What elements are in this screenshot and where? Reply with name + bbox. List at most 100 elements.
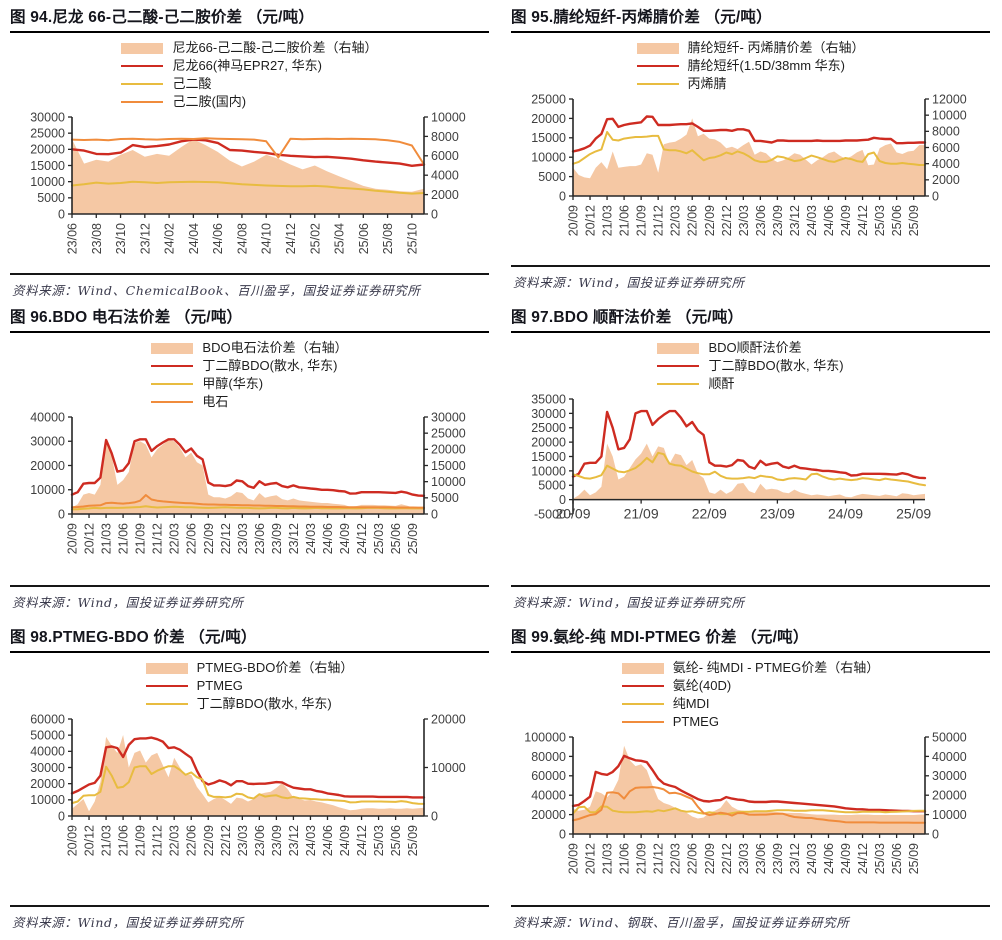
figure-99-title: 图 99.氨纶-纯 MDI-PTMEG 价差 （元/吨） bbox=[511, 629, 809, 646]
x-axis-tick-label: 22/09 bbox=[692, 506, 727, 522]
line-series-0 bbox=[571, 115, 927, 153]
x-axis-tick-label: 23/03 bbox=[737, 205, 751, 236]
legend-line-swatch bbox=[621, 702, 664, 706]
y-axis-tick-label: 30000 bbox=[30, 110, 65, 124]
legend-line-swatch bbox=[121, 100, 164, 104]
x-axis-tick-label: 24/04 bbox=[187, 223, 201, 254]
line-series-2 bbox=[71, 137, 425, 166]
x-axis-tick-label: 24/03 bbox=[805, 843, 819, 874]
x-axis-tick-label: 20/09 bbox=[567, 843, 581, 874]
line-series-2 bbox=[71, 494, 425, 509]
y-axis-right-tick-label: 10000 bbox=[932, 109, 967, 123]
title-underline bbox=[511, 31, 990, 33]
legend: 腈纶短纤- 丙烯腈价差（右轴） 腈纶短纤(1.5D/38mm 华东) 丙烯腈 bbox=[636, 40, 864, 92]
x-axis-tick-label: 25/09 bbox=[406, 523, 420, 554]
figure-97-title: 图 97.BDO 顺酐法价差 （元/吨） bbox=[511, 309, 744, 326]
title-underline bbox=[511, 331, 990, 333]
y-axis-right-tick-label: 40000 bbox=[932, 750, 967, 764]
line-series-0 bbox=[70, 736, 426, 799]
y-axis-tick-label: 10000 bbox=[30, 793, 65, 807]
x-axis-tick-label: 24/03 bbox=[304, 523, 318, 554]
x-axis-tick-label: 22/12 bbox=[720, 843, 734, 874]
y-axis-tick-label: 30000 bbox=[30, 435, 65, 449]
legend-label: 电石 bbox=[202, 394, 229, 409]
x-axis-tick-label: 21/09 bbox=[134, 825, 148, 856]
x-axis-tick-label: 25/09 bbox=[896, 506, 931, 522]
x-axis-tick-label: 20/12 bbox=[83, 523, 97, 554]
area-series bbox=[573, 745, 925, 834]
x-axis-tick-label: 25/06 bbox=[357, 223, 371, 254]
x-axis-tick-label: 23/08 bbox=[90, 223, 104, 254]
x-axis-tick-label: 22/09 bbox=[703, 205, 717, 236]
y-axis-tick-label: 15000 bbox=[30, 159, 65, 173]
y-axis-tick-label: 15000 bbox=[531, 131, 566, 145]
legend-line-swatch bbox=[657, 364, 700, 368]
y-axis-tick-label: 0 bbox=[559, 827, 566, 841]
x-axis-tick-label: 24/09 bbox=[839, 205, 853, 236]
y-axis-tick-label: 100000 bbox=[524, 730, 566, 744]
x-axis-tick-label: 21/09 bbox=[624, 506, 659, 522]
figure-98-title: 图 98.PTMEG-BDO 价差 （元/吨） bbox=[10, 629, 257, 646]
x-axis-tick-label: 22/06 bbox=[185, 523, 199, 554]
legend-label: PTMEG-BDO价差（右轴） bbox=[196, 660, 354, 675]
title-underline bbox=[10, 31, 489, 33]
figure-97: 图 97.BDO 顺酐法价差 （元/吨） BDO顺酐法价差 丁二醇BDO(散水, … bbox=[501, 300, 1002, 620]
y-axis-right-tick-label: 25000 bbox=[431, 427, 466, 441]
x-axis-tick-label: 20/09 bbox=[555, 506, 590, 522]
y-axis-right-tick-label: 8000 bbox=[932, 125, 960, 139]
legend-item: 纯MDI bbox=[621, 696, 880, 712]
y-axis-right-tick-label: 30000 bbox=[431, 410, 466, 424]
x-axis-tick-label: 22/03 bbox=[669, 843, 683, 874]
x-axis-tick-label: 25/03 bbox=[372, 825, 386, 856]
y-axis-right-tick-label: 4000 bbox=[932, 157, 960, 171]
line-series-2 bbox=[572, 786, 926, 824]
area-series bbox=[72, 735, 424, 816]
legend-line-swatch bbox=[657, 382, 700, 386]
legend-area-swatch bbox=[145, 662, 188, 674]
legend-label: 己二酸 bbox=[172, 76, 212, 91]
x-axis-tick-label: 23/12 bbox=[788, 843, 802, 874]
figure-95-title: 图 95.腈纶短纤-丙烯腈价差 （元/吨） bbox=[511, 9, 772, 26]
x-axis-tick-label: 23/06 bbox=[66, 223, 80, 254]
x-axis-tick-label: 24/09 bbox=[338, 523, 352, 554]
y-axis-tick-label: 40000 bbox=[30, 745, 65, 759]
chart-svg: 3000025000200001500010000500001000080006… bbox=[30, 110, 466, 254]
figure-96-title: 图 96.BDO 电石法价差 （元/吨） bbox=[10, 309, 243, 326]
y-axis-tick-label: 10000 bbox=[531, 464, 566, 478]
y-axis-right-tick-label: 20000 bbox=[431, 443, 466, 457]
x-axis-tick-label: 22/03 bbox=[168, 825, 182, 856]
x-axis-tick-label: 20/09 bbox=[66, 825, 80, 856]
legend-label: 氨纶(40D) bbox=[672, 678, 732, 693]
spacer bbox=[10, 573, 489, 585]
y-axis-tick-label: 80000 bbox=[531, 750, 566, 764]
y-axis-right-tick-label: 2000 bbox=[932, 173, 960, 187]
legend: BDO电石法价差（右轴） 丁二醇BDO(散水, 华东) 甲醇(华东) 电石 bbox=[151, 340, 348, 410]
y-axis-right-tick-label: 0 bbox=[431, 507, 438, 521]
legend-label: 顺酐 bbox=[708, 376, 735, 391]
x-axis-tick-label: 24/06 bbox=[211, 223, 225, 254]
legend-item: 尼龙66(神马EPR27, 华东) bbox=[121, 58, 377, 74]
legend-label: BDO顺酐法价差 bbox=[708, 340, 802, 355]
x-axis-tick-label: 24/12 bbox=[355, 523, 369, 554]
x-axis-tick-label: 23/09 bbox=[771, 843, 785, 874]
x-axis-tick-label: 24/09 bbox=[338, 825, 352, 856]
x-axis-tick-label: 21/12 bbox=[652, 843, 666, 874]
legend-item: 己二酸 bbox=[121, 76, 377, 92]
x-axis-tick-label: 21/12 bbox=[652, 205, 666, 236]
x-axis-tick-label: 25/06 bbox=[389, 825, 403, 856]
legend-line-swatch bbox=[636, 64, 679, 68]
figure-96: 图 96.BDO 电石法价差 （元/吨） BDO电石法价差（右轴） 丁二醇BDO(… bbox=[0, 300, 501, 620]
x-axis-tick-label: 20/09 bbox=[66, 523, 80, 554]
title-underline bbox=[10, 651, 489, 653]
x-axis-tick-label: 22/06 bbox=[686, 843, 700, 874]
y-axis-tick-label: 30000 bbox=[30, 761, 65, 775]
y-axis-right-tick-label: 20000 bbox=[431, 712, 466, 726]
y-axis-tick-label: 35000 bbox=[531, 392, 566, 406]
legend-area-swatch bbox=[621, 662, 664, 674]
line-series-1 bbox=[71, 180, 425, 195]
legend-item: 己二胺(国内) bbox=[121, 94, 377, 110]
x-axis-tick-label: 22/12 bbox=[720, 205, 734, 236]
y-axis-tick-label: 10000 bbox=[531, 151, 566, 165]
chart-svg: 40000 30000 20000 10000 0 30000 25000 20000 1500… bbox=[30, 410, 466, 554]
